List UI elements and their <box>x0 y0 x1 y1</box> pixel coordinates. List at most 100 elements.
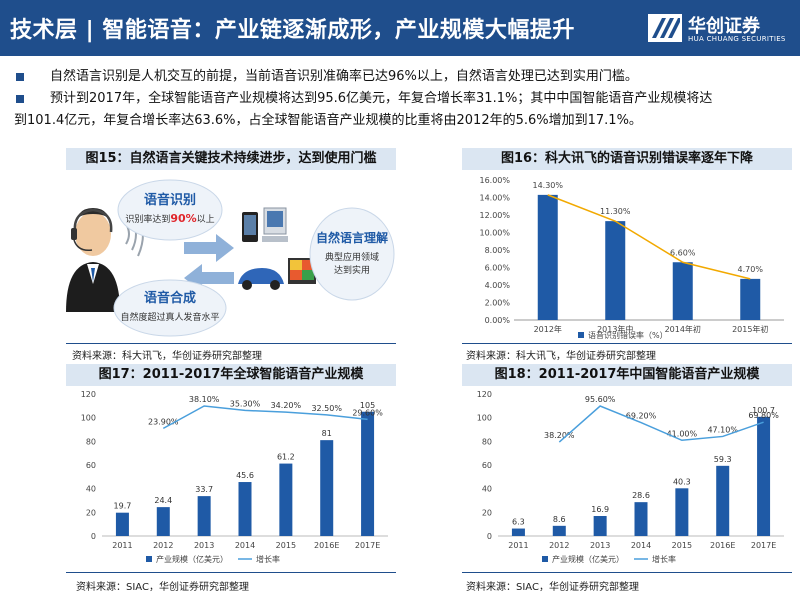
y-tick-label: 40 <box>482 485 492 494</box>
bar-label: 19.7 <box>114 502 132 511</box>
y-tick-label: 20 <box>482 508 492 517</box>
y-tick-label: 40 <box>86 485 96 494</box>
page-title: 技术层 | 智能语音：产业链逐渐成形，产业规模大幅提升 <box>10 18 575 43</box>
bullet-continuation: 到101.4亿元，年复合增长率达63.6%，占全球智能语音产业规模的比重将由20… <box>14 113 642 128</box>
bar-label: 6.3 <box>512 518 525 527</box>
bar <box>156 507 170 536</box>
fig17-source: 资料来源：SIAC，华创证券研究部整理 <box>76 582 249 593</box>
bar <box>320 440 334 536</box>
bullet-item: 预计到2017年，全球智能语音产业规模将达到95.6亿美元，年复合增长率31.1… <box>14 88 790 110</box>
bullet-square-icon <box>16 95 24 103</box>
arrow-right-icon <box>184 234 234 262</box>
bubble3-text-1: 典型应用领域 <box>325 251 379 263</box>
logo-mark-icon <box>648 14 682 42</box>
x-tick-label: 2012年 <box>534 324 562 334</box>
bar-label: 81 <box>322 429 332 438</box>
legend-swatch-bar <box>146 556 152 562</box>
data-label: 4.70% <box>738 265 764 274</box>
fig17-divider <box>66 572 396 573</box>
rate-label: 29.60% <box>352 408 383 417</box>
fig15-source: 资料来源：科大讯飞，华创证券研究部整理 <box>72 351 262 362</box>
fig17-chart: 0 20 40 60 80 100 120 2011 19.7 2012 24.4 23.90% 201… <box>81 390 388 564</box>
y-tick-label: 100 <box>81 414 96 423</box>
data-label: 14.30% <box>532 181 563 190</box>
y-tick-label: 120 <box>81 390 96 399</box>
fig15-divider <box>66 343 396 344</box>
legend-label-bar: 产业规模（亿美元） <box>552 554 624 564</box>
bar <box>238 482 252 536</box>
y-tick-label: 80 <box>482 437 492 446</box>
nlu-bubble <box>309 207 395 301</box>
bullet-item: 自然语言识别是人机交互的前提，当前语音识别准确率已达96%以上，自然语言处理已达… <box>14 66 790 88</box>
bubble3-text-2: 达到实用 <box>334 264 370 276</box>
bar-label: 105 <box>360 401 375 410</box>
trend-line <box>547 194 751 280</box>
bar-label: 59.3 <box>714 455 732 464</box>
bar <box>757 416 771 536</box>
bar-label: 45.6 <box>236 471 254 480</box>
rate-label: 38.20% <box>544 431 575 440</box>
y-tick-label: 80 <box>86 437 96 446</box>
person-headset-icon <box>66 208 120 312</box>
x-tick-label: 2013年中 <box>597 324 633 334</box>
bullet-list: 自然语言识别是人机交互的前提，当前语音识别准确率已达96%以上，自然语言处理已达… <box>14 66 790 132</box>
x-tick-label: 2017E <box>751 541 776 550</box>
bar <box>605 221 626 320</box>
bar <box>511 528 525 536</box>
legend-label-line: 增长率 <box>256 554 280 564</box>
y-tick-label: 2.00% <box>485 299 511 308</box>
y-tick-label: 0.00% <box>485 316 511 325</box>
logo-cn-text: 华创证券 <box>688 16 760 37</box>
y-tick-label: 16.00% <box>479 176 510 185</box>
rate-label: 69.80% <box>748 411 779 420</box>
y-tick-label: 120 <box>477 390 492 399</box>
bubble3-title: 自然语言理解 <box>316 230 388 245</box>
bar-label: 16.9 <box>591 505 609 514</box>
bubble1-text: 识别率达到90%以上 <box>125 212 214 225</box>
rate-label: 34.20% <box>271 401 302 410</box>
rate-label: 32.50% <box>311 404 342 413</box>
legend-label-line: 增长率 <box>652 554 676 564</box>
legend-swatch <box>578 332 584 338</box>
bar <box>634 502 648 536</box>
bar <box>740 278 761 320</box>
x-tick-label: 2016E <box>710 541 735 550</box>
x-tick-label: 2014 <box>235 541 255 550</box>
rate-label: 38.10% <box>189 395 220 404</box>
x-tick-label: 2013 <box>194 541 214 550</box>
bar-label: 33.7 <box>195 485 213 494</box>
bar-label: 28.6 <box>632 491 650 500</box>
x-tick-label: 2014 <box>631 541 651 550</box>
bullet-square-icon <box>16 73 24 81</box>
legend-label: 语音识别错误率（%） <box>588 330 668 340</box>
fig16-title: 图16：科大讯飞的语音识别错误率逐年下降 <box>462 148 792 170</box>
bar <box>716 465 730 536</box>
x-tick-label: 2015 <box>672 541 692 550</box>
bar <box>552 525 566 536</box>
y-tick-label: 60 <box>86 461 96 470</box>
y-tick-label: 10.00% <box>479 229 510 238</box>
growth-rate-line <box>162 405 368 430</box>
y-tick-label: 8.00% <box>485 246 511 255</box>
bar-label: 24.4 <box>154 496 172 505</box>
fig15-title: 图15：自然语言关键技术持续进步，达到使用门槛 <box>66 148 396 170</box>
fig18-title: 图18：2011-2017年中国智能语音产业规模 <box>462 364 792 386</box>
company-logo: 华创证券 HUA CHUANG SECURITIES <box>648 10 798 50</box>
bubble1-title: 语音识别 <box>144 192 196 208</box>
x-tick-label: 2011 <box>112 541 132 550</box>
bubble2-title: 语音合成 <box>144 290 196 306</box>
fig16-chart: 0.00% 2.00% 4.00% 6.00% 8.00% 10.00% 12.00% 14.… <box>479 176 784 340</box>
fig17-title: 图17：2011-2017年全球智能语音产业规模 <box>66 364 396 386</box>
bar <box>675 488 689 536</box>
fig18-chart: 0 20 40 60 80 100 120 2011 6.3 2012 8.6 38.20% 2013 1… <box>477 390 784 564</box>
y-tick-label: 4.00% <box>485 281 511 290</box>
header-bar: 技术层 | 智能语音：产业链逐渐成形，产业规模大幅提升 华创证券 HUA CHU… <box>0 0 800 56</box>
rate-label: 23.90% <box>148 417 179 426</box>
x-tick-label: 2012 <box>153 541 173 550</box>
bar-label: 40.3 <box>673 477 691 486</box>
x-tick-label: 2013 <box>590 541 610 550</box>
bubble2-text: 自然度超过真人发音水平 <box>120 311 219 323</box>
speech-synthesis-bubble <box>113 279 227 337</box>
x-tick-label: 2011 <box>508 541 528 550</box>
data-label: 6.60% <box>670 248 696 257</box>
